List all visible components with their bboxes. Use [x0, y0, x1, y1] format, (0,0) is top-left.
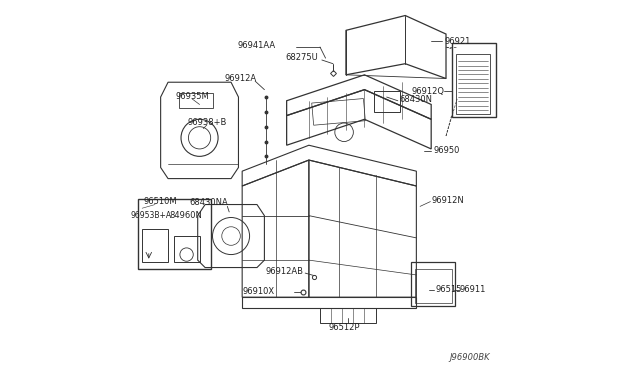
Bar [411, 262, 455, 307]
Text: 96912N: 96912N [431, 196, 464, 205]
Text: 96938+B: 96938+B [188, 118, 227, 127]
Bar [138, 199, 211, 269]
Bar [415, 269, 452, 303]
Text: 96935M: 96935M [175, 92, 209, 101]
Text: 96911: 96911 [460, 285, 486, 294]
Text: 84960N: 84960N [170, 211, 202, 220]
Bar [312, 99, 365, 125]
Bar [173, 236, 200, 262]
Text: 96912AB: 96912AB [266, 267, 304, 276]
Text: 96510M: 96510M [144, 197, 177, 206]
Text: 96921: 96921 [444, 37, 470, 46]
Text: 96912A: 96912A [224, 74, 257, 83]
Text: 68275U: 68275U [285, 52, 318, 61]
Text: 96912Q: 96912Q [411, 87, 444, 96]
Text: 96941AA: 96941AA [238, 41, 276, 51]
Text: 96950: 96950 [433, 146, 460, 155]
Text: J96900BK: J96900BK [450, 353, 490, 362]
Bar [374, 92, 400, 112]
Bar [456, 54, 490, 114]
Text: 96515: 96515 [436, 285, 462, 294]
Bar [179, 93, 212, 108]
Text: 96512P: 96512P [328, 323, 360, 332]
Text: 68430N: 68430N [400, 95, 433, 104]
Text: 96953B+A: 96953B+A [130, 211, 171, 220]
Text: 68430NA: 68430NA [189, 198, 228, 207]
Bar [452, 43, 496, 118]
Text: 96910X: 96910X [243, 287, 275, 296]
Bar [142, 229, 168, 262]
